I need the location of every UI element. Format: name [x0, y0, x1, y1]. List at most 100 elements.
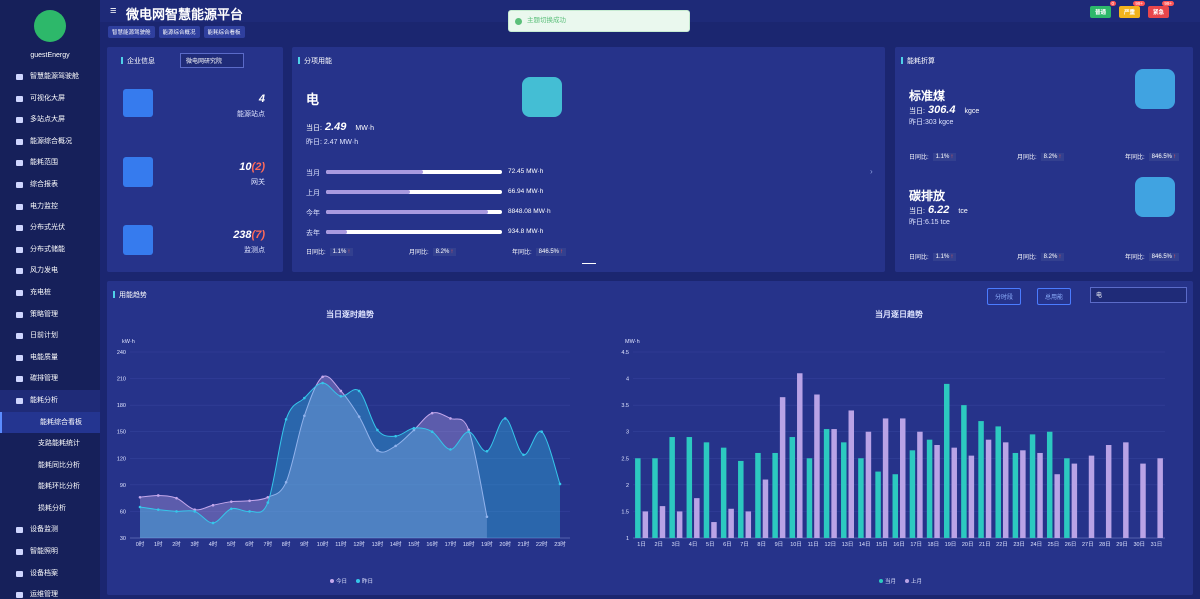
panel-title: 分项用能 — [296, 56, 332, 66]
ratio: 日同比: 1.1% — [909, 252, 957, 261]
user-name: guestEnergy — [30, 52, 70, 59]
x-tick-label: 19时 — [481, 540, 493, 548]
tab[interactable]: 能耗综合看板 — [203, 26, 245, 38]
today-unit: MW·h — [355, 125, 375, 132]
menu-toggle[interactable]: ≡ — [110, 5, 117, 17]
menu-item[interactable]: 策略管理 — [0, 304, 100, 326]
x-tick-label: 23时 — [554, 540, 566, 548]
menu-item[interactable]: 电力监控 — [0, 196, 100, 218]
energy-select[interactable]: 电 — [1090, 287, 1187, 303]
badge-count: 99+ — [1133, 1, 1146, 6]
segment-button[interactable]: 分时段 — [987, 288, 1022, 305]
next-arrow[interactable]: › — [870, 167, 873, 176]
submenu-item[interactable]: 能耗综合看板 — [0, 411, 100, 434]
logo — [34, 10, 66, 42]
bar — [848, 410, 855, 538]
menu-item[interactable]: 风力发电 — [0, 260, 100, 282]
bar — [745, 511, 752, 538]
today-value: 6.22 — [927, 204, 950, 216]
stat-number: 10 — [239, 161, 252, 173]
series-point — [430, 411, 434, 415]
item-today: 当日: 6.22 tce — [909, 204, 968, 216]
x-tick-label: 13时 — [372, 540, 384, 548]
menu-item[interactable]: 设备档案 — [0, 563, 100, 585]
station-icon — [123, 89, 153, 117]
ratios: 日同比:1.1% 月同比:8.2% 年同比:846.5% — [909, 252, 1179, 261]
ratio-value: 1.1% — [329, 247, 354, 256]
menu-item[interactable]: 运维管理 — [0, 584, 100, 599]
x-tick-label: 14时 — [390, 540, 402, 548]
submenu-item[interactable]: 损耗分析 — [38, 504, 66, 512]
series-point — [357, 415, 361, 418]
bar — [642, 511, 649, 538]
menu-item[interactable]: 电能质量 — [0, 347, 100, 369]
x-tick-label: 11时 — [335, 540, 347, 548]
stat-label: 能源站点 — [237, 111, 265, 118]
menu-item[interactable]: 能耗分析 — [0, 389, 100, 412]
bar — [1054, 474, 1060, 538]
legend-swatch — [879, 579, 883, 583]
bar — [968, 455, 975, 538]
bar — [686, 437, 693, 538]
menu-item[interactable]: 可视化大屏 — [0, 88, 100, 110]
series-point — [339, 389, 343, 393]
panel-title: 能耗折算 — [899, 56, 935, 66]
submenu-item[interactable]: 能耗同比分析 — [38, 461, 80, 469]
company-select[interactable]: 微电网研究院 — [180, 53, 244, 68]
bar — [841, 442, 847, 538]
panel-title: 用能趋势 — [111, 290, 147, 300]
badge[interactable]: 严重 99+ — [1119, 1, 1146, 18]
ratio-label: 日同比: — [909, 155, 929, 161]
badge[interactable]: 紧急 99+ — [1148, 1, 1175, 18]
ratio-value: 8.2% — [1040, 252, 1065, 261]
menu-item[interactable]: 能耗范围 — [0, 152, 100, 174]
panel-title: 企业信息 — [119, 56, 155, 66]
bar — [882, 418, 889, 538]
series-point — [284, 480, 288, 484]
menu-item[interactable]: 能源综合概况 — [0, 131, 100, 153]
tab[interactable]: 智慧能源驾驶舱 — [108, 26, 155, 38]
today-label: 当日: — [909, 208, 925, 215]
charts: 当日逐时趋势 kW·h 30 60 90 120 150 180 210 240 0时 1时 2时 3时 4… — [117, 309, 1165, 585]
menu-item[interactable]: 充电桩 — [0, 282, 100, 304]
series-point — [339, 394, 343, 398]
bar — [652, 458, 658, 538]
series-point — [248, 510, 251, 513]
progress-track — [326, 230, 502, 234]
total-button[interactable]: 总用能 — [1037, 288, 1072, 305]
menu-item[interactable]: 智慧能源驾驶舱 — [0, 66, 100, 88]
menu-item[interactable]: 多站点大屏 — [0, 109, 100, 131]
menu-item[interactable]: 设备监测 — [0, 519, 100, 541]
bar — [1002, 442, 1009, 538]
series-point — [449, 448, 452, 451]
y-tick-label: 3 — [626, 430, 629, 436]
menu-item[interactable]: 日前计划 — [0, 325, 100, 347]
menu-item[interactable]: 分布式光伏 — [0, 217, 100, 239]
menu-item[interactable]: 分布式储能 — [0, 239, 100, 261]
series-point — [485, 515, 489, 519]
tab[interactable]: 能源综合概况 — [158, 26, 200, 38]
bar — [762, 479, 769, 538]
menu-item[interactable]: 碳排管理 — [0, 368, 100, 390]
ratio: 日同比: 1.1% — [306, 247, 354, 256]
menu-item[interactable]: 智能照明 — [0, 541, 100, 563]
submenu-item[interactable]: 能耗环比分析 — [38, 483, 80, 491]
y-axis-label: MW·h — [625, 339, 640, 345]
y-tick-label: 3.5 — [621, 403, 629, 409]
submenu-item[interactable]: 支路能耗统计 — [38, 440, 80, 448]
series-point — [394, 444, 397, 448]
series-point — [321, 381, 324, 385]
stat-number: 4 — [258, 93, 265, 105]
legend-label: 昨日 — [362, 577, 373, 585]
bar — [823, 429, 830, 538]
x-tick-label: 2时 — [172, 540, 181, 548]
series-point — [175, 496, 178, 500]
x-tick-label: 0时 — [136, 540, 145, 548]
badge[interactable]: 普通 0 — [1090, 1, 1117, 18]
row-value: 66.94 MW·h — [508, 188, 544, 195]
menu-item[interactable]: 综合报表 — [0, 174, 100, 196]
x-tick-label: 13日 — [842, 541, 854, 548]
x-tick-label: 30日 — [1133, 541, 1145, 548]
x-tick-label: 15时 — [408, 540, 420, 548]
progress-fill — [326, 230, 348, 234]
